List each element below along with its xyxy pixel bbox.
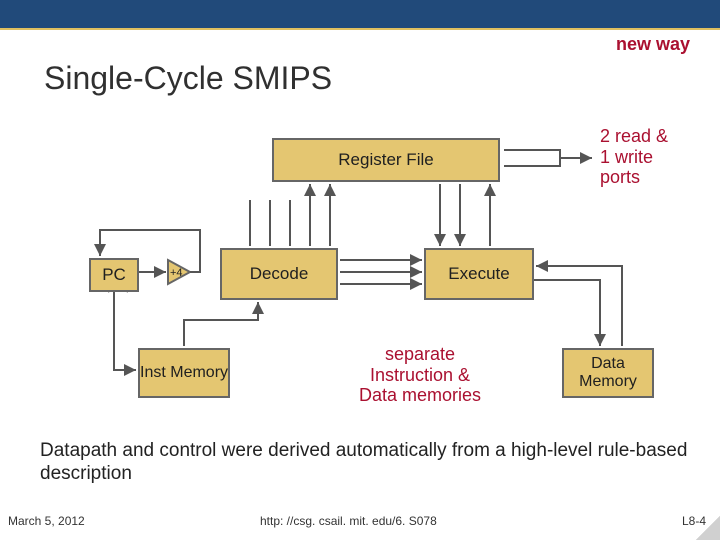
sep-l1: separate [385,344,455,364]
sep-l3: Data memories [359,385,481,405]
header-underline [0,28,720,30]
regfile-box: Register File [272,138,500,182]
page-corner-fold [696,516,720,540]
header-band [0,0,720,28]
page-title: Single-Cycle SMIPS [44,60,332,97]
footer-url: http: //csg. csail. mit. edu/6. S078 [260,514,437,528]
execute-box: Execute [424,248,534,300]
diagram-canvas: Register File PC Decode Execute Inst Mem… [0,110,720,430]
footer: March 5, 2012 http: //csg. csail. mit. e… [0,514,720,534]
pc-box: PC [89,258,139,292]
datapath-note: Datapath and control were derived automa… [40,440,690,486]
ports-l3: ports [600,167,640,187]
ports-l1: 2 read & [600,126,668,146]
ports-l2: 1 write [600,147,653,167]
data-mem-box: Data Memory [562,348,654,398]
new-way-label: new way [616,34,690,55]
sep-mem-annot: separate Instruction & Data memories [310,344,530,406]
inst-mem-box: Inst Memory [138,348,230,398]
ports-annot: 2 read & 1 write ports [600,126,668,188]
sep-l2: Instruction & [370,365,470,385]
footer-date: March 5, 2012 [8,514,85,528]
decode-box: Decode [220,248,338,300]
